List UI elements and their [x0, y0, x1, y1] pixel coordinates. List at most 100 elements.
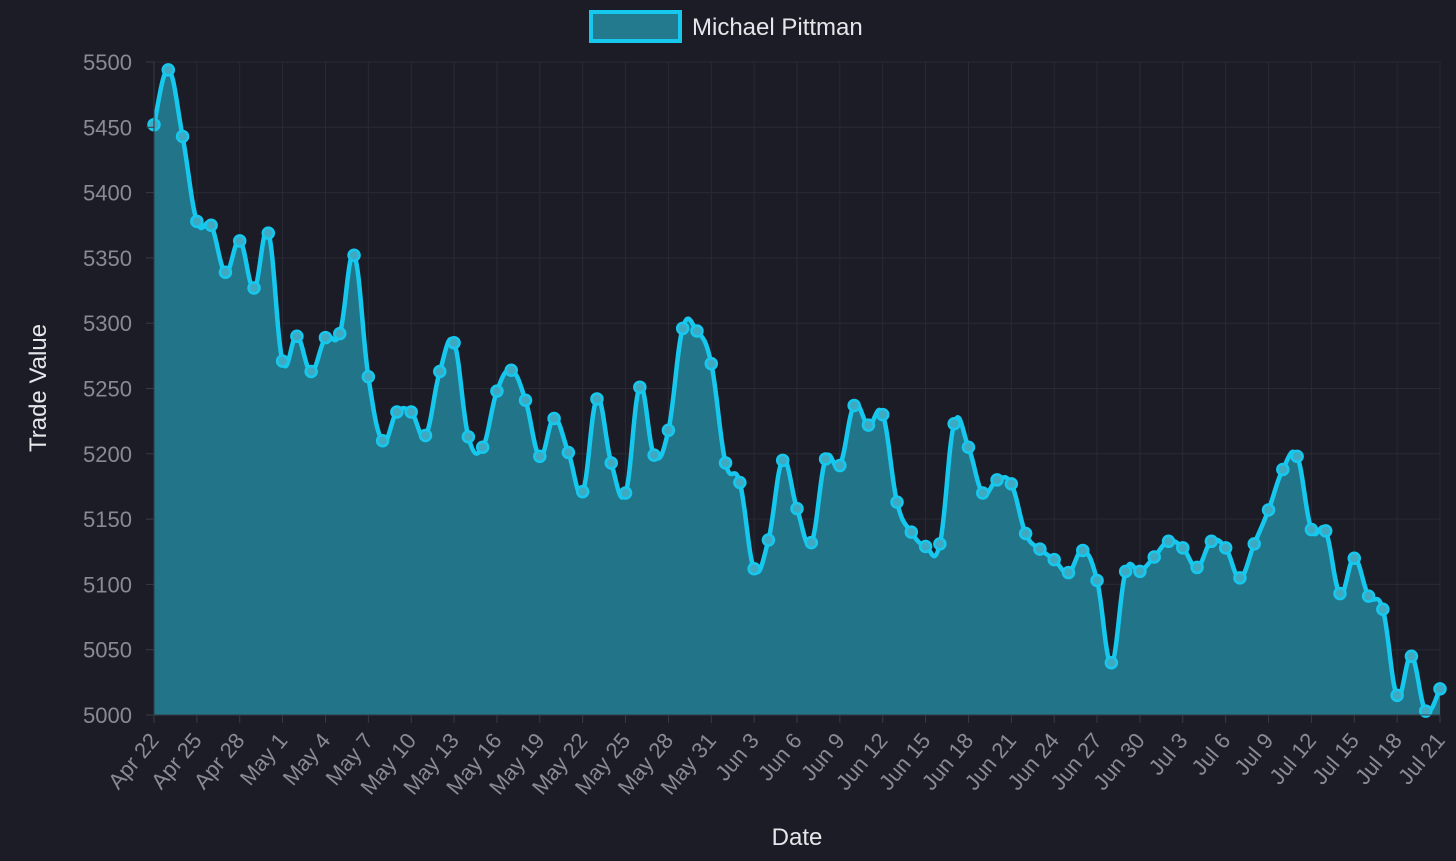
data-point	[818, 452, 833, 466]
y-tick-label: 5350	[83, 246, 132, 271]
y-tick-label: 5500	[83, 50, 132, 75]
data-point	[161, 63, 176, 77]
data-point	[218, 265, 233, 280]
data-point	[1304, 522, 1319, 537]
y-axis-ticks: 5000 5050 5100 5150 5200 5250 5300 5350 5400 5450…	[83, 50, 154, 728]
data-point	[1061, 565, 1076, 580]
data-point	[718, 456, 733, 470]
x-tick-label: Jul 21	[1393, 728, 1450, 789]
data-point	[661, 423, 676, 438]
data-point	[1347, 551, 1362, 566]
data-point	[1290, 449, 1304, 464]
data-point	[675, 321, 690, 336]
data-point	[418, 428, 433, 443]
data-point	[1433, 682, 1447, 696]
data-point	[861, 418, 876, 432]
data-point	[847, 398, 861, 413]
y-tick-label: 5250	[83, 377, 132, 402]
legend[interactable]: Michael Pittman	[589, 10, 863, 43]
data-point	[404, 405, 418, 419]
data-point	[275, 354, 290, 368]
x-axis-title: Date	[772, 824, 823, 851]
data-point	[1247, 537, 1261, 551]
data-point	[1118, 564, 1133, 579]
data-point	[590, 392, 604, 406]
data-point	[375, 433, 390, 448]
y-tick-label: 5050	[83, 638, 132, 663]
data-point	[232, 234, 247, 248]
data-point	[347, 248, 361, 263]
data-point	[904, 525, 919, 539]
x-tick-label: Jun 3	[710, 728, 764, 785]
data-point	[1276, 462, 1290, 477]
x-tick-label: Jul 18	[1350, 728, 1407, 789]
data-point	[433, 364, 447, 379]
data-point	[833, 458, 847, 473]
data-point	[604, 456, 618, 470]
data-point	[1361, 589, 1376, 603]
legend-swatch[interactable]	[589, 10, 682, 43]
data-point	[733, 475, 747, 490]
data-point	[633, 380, 647, 394]
data-point	[547, 411, 561, 426]
data-point	[704, 356, 719, 371]
data-point	[690, 324, 704, 338]
data-point	[361, 369, 376, 384]
data-point	[747, 561, 761, 576]
data-point	[1318, 524, 1333, 538]
data-point	[1233, 571, 1247, 585]
data-point	[1004, 477, 1019, 491]
data-point	[1104, 656, 1119, 670]
x-tick-label: May 4	[278, 728, 336, 790]
data-point	[890, 495, 904, 509]
data-point	[1404, 649, 1419, 663]
data-point	[804, 535, 819, 550]
data-point	[1333, 586, 1347, 601]
data-point	[561, 445, 576, 460]
data-point	[461, 430, 476, 444]
data-point	[518, 393, 533, 408]
data-point	[333, 326, 347, 341]
data-point	[775, 453, 790, 468]
data-point	[533, 449, 547, 464]
data-point	[1047, 552, 1061, 567]
data-point	[290, 329, 304, 344]
data-point	[1033, 542, 1047, 556]
x-tick-label: Jul 3	[1144, 728, 1193, 780]
data-point	[1176, 541, 1190, 555]
data-point	[190, 214, 204, 229]
data-point	[304, 364, 318, 379]
data-point	[1218, 541, 1233, 555]
data-point	[261, 226, 276, 240]
data-point	[918, 539, 933, 554]
data-point	[790, 501, 804, 516]
data-point	[1390, 688, 1404, 703]
data-point	[204, 218, 218, 232]
y-tick-label: 5000	[83, 703, 132, 728]
data-point	[1133, 564, 1147, 579]
y-tick-label: 5450	[83, 115, 132, 140]
data-point	[933, 537, 947, 551]
data-point	[490, 384, 504, 398]
data-point	[875, 407, 890, 422]
data-point	[1261, 503, 1276, 517]
points-layer	[147, 63, 1447, 718]
data-point	[618, 486, 633, 500]
data-point	[976, 486, 990, 500]
x-tick-label: Jul 15	[1307, 728, 1364, 789]
series-area	[154, 69, 1440, 715]
legend-label[interactable]: Michael Pittman	[692, 14, 863, 41]
data-point	[504, 363, 518, 377]
data-point	[447, 336, 461, 350]
x-tick-label: Jun 6	[753, 728, 807, 785]
x-tick-label: May 1	[235, 728, 293, 790]
data-point	[1190, 560, 1204, 575]
data-point	[1018, 526, 1033, 541]
y-tick-label: 5400	[83, 181, 132, 206]
y-tick-label: 5150	[83, 507, 132, 532]
y-tick-label: 5100	[83, 572, 132, 597]
data-point	[318, 330, 333, 345]
data-point	[1076, 543, 1090, 558]
data-point	[1418, 704, 1433, 718]
